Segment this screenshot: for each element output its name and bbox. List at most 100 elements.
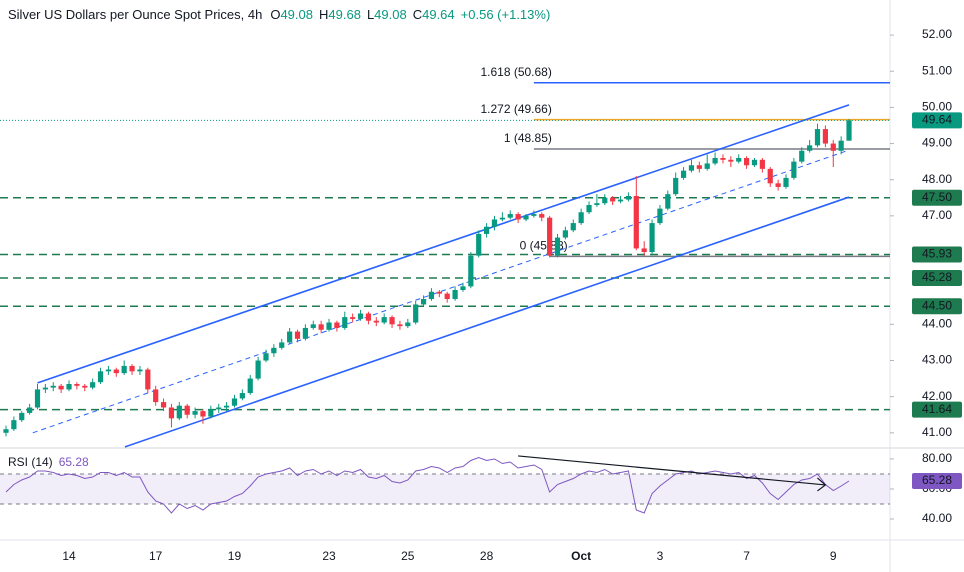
y-tick-label: 52.00 [922,27,952,41]
x-tick-label: 14 [62,549,76,563]
rsi-tick-label: 40.00 [922,511,952,525]
candle-body [452,289,458,300]
candle-body [436,291,442,294]
candle-body [728,159,734,162]
header-change: +0.56 (+1.13%) [461,7,551,22]
candle-body [484,226,490,234]
candle-body [373,320,379,323]
level-box-label: 45.93 [922,247,952,261]
candle-body [547,217,553,256]
rsi-arrowhead [816,477,827,492]
y-tick-label: 44.00 [922,317,952,331]
rsi-trendline [518,455,826,486]
level-box [912,298,962,315]
header-key: L [367,7,374,22]
candle-body [365,313,372,321]
y-tick-label: 43.00 [922,353,952,367]
level-box [912,246,962,263]
x-tick-label: 28 [480,549,494,563]
candle-body [838,140,844,151]
candle-body [539,214,545,218]
chart-title: Silver US Dollars per Ounce Spot Prices,… [8,7,262,22]
candle-body [271,347,277,354]
y-tick-label: 50.00 [922,100,952,114]
candle-body [665,194,671,209]
candle-body [239,393,245,399]
candle-body [121,365,127,374]
header: Silver US Dollars per Ounce Spot Prices,… [8,7,550,22]
rsi-header: RSI (14) 65.28 [8,455,89,469]
header-key: H [319,7,328,22]
candle-body [767,168,773,184]
candle-body [720,158,726,160]
candle-body [310,324,316,328]
candle-body [799,150,805,162]
header-value: 49.08 [280,7,313,22]
candle-body [50,385,56,388]
candle-body [704,163,710,169]
candle-body [302,327,308,339]
level-box-label: 45.28 [922,270,952,284]
y-tick-label: 42.00 [922,389,952,403]
rsi-title: RSI (14) [8,455,53,469]
candle-body [649,223,655,253]
candle-body [184,405,190,415]
candle-body [759,159,765,169]
candle-body [105,369,112,372]
candle-body [420,299,427,305]
candle-body [680,170,687,178]
candle-body [397,324,403,327]
x-tick-label: 17 [149,549,163,563]
candle-body [168,407,175,419]
candle-body [744,158,750,166]
candle-body [223,405,230,408]
x-tick-label: 3 [657,549,664,563]
candle-body [531,214,537,216]
candle-body [633,195,639,249]
candle-body [389,317,395,325]
candle-body [783,177,789,187]
candle-body [405,322,411,327]
x-tick-label: Oct [571,549,591,563]
header-value: 49.08 [374,7,407,22]
candle-body [342,317,348,328]
y-tick-label: 47.00 [922,208,952,222]
level-box-label: 41.64 [922,402,952,416]
fib-label: 1 (48.85) [504,131,552,145]
candle-body [216,407,222,410]
candle-body [192,411,198,415]
candle-body [381,317,387,323]
plot: 41.00 42.00 43.00 44.00 47.00 48.00 49.00 50.00… [0,27,962,563]
candle-body [830,143,836,151]
x-tick-label: 25 [401,549,415,563]
y-tick-label: 48.00 [922,172,952,186]
candle-body [357,313,364,319]
candle-body [586,205,592,213]
candle-body [287,331,293,343]
candle-body [129,365,135,372]
fib-label: 1.272 (49.66) [480,102,551,116]
candle-body [176,405,182,419]
candle-body [145,369,151,390]
candle-body [326,322,332,330]
candle-body [814,129,821,146]
candle-body [11,420,17,430]
candle-body [231,398,238,406]
candle-body [570,223,576,231]
rsi-value: 65.28 [59,455,89,469]
header-value: 49.68 [328,7,361,22]
header-key: C [413,7,422,22]
candle-body [460,286,466,290]
candle-body [208,409,214,417]
candle-body [153,389,159,403]
candle-body [736,158,742,162]
candle-body [617,199,624,202]
candle-body [515,214,521,220]
candle-body [791,161,797,178]
candle-body [263,353,269,361]
candle-body [775,183,781,187]
candle-body [74,384,80,386]
candle-body [625,195,632,200]
candle-body [657,208,663,224]
